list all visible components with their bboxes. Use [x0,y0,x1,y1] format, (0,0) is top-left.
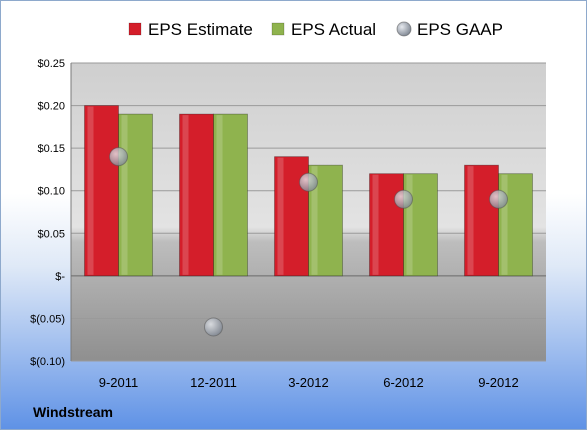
eps-estimate-bar [84,105,119,277]
eps-estimate-bar-highlight [277,157,284,275]
x-tick-label: 3-2012 [288,375,328,390]
x-tick-label: 9-2011 [99,375,139,390]
eps-actual-bar-highlight [216,115,223,275]
eps-estimate-bar-highlight [372,174,379,275]
y-tick-label: $0.25 [37,58,65,70]
eps-gaap-marker [394,189,413,209]
eps-actual-bar-highlight [121,115,128,275]
eps-gaap-legend-label: EPS GAAP [417,20,503,39]
eps-estimate-bar [369,173,404,277]
eps-actual-bar-highlight [311,166,318,275]
legend: EPS Estimate EPS Actual EPS GAAP [128,20,503,39]
eps-estimate-bar-highlight [467,166,474,275]
x-tick-label: 9-2012 [478,375,518,390]
eps-actual-bar [213,113,248,277]
eps-gaap-legend-swatch [396,21,412,37]
y-tick-label: $0.10 [37,186,65,198]
eps-actual-legend-swatch [271,22,285,36]
y-tick-label: $0.05 [37,228,65,240]
x-axis: 9-2011 12-2011 3-2012 6-2012 9-2012 [99,375,519,390]
gaap-markers [109,147,508,337]
y-tick-label: $(0.05) [30,313,65,325]
eps-gaap-marker [204,317,223,337]
y-tick-label: $0.20 [37,101,65,113]
y-tick-label: $(0.10) [30,356,65,368]
company-name: Windstream [33,404,113,420]
eps-actual-bar [403,173,438,277]
eps-gaap-marker [109,147,128,167]
eps-gaap-marker [489,189,508,209]
eps-estimate-bar [464,164,499,277]
eps-actual-bar [498,173,533,277]
eps-estimate-bar-highlight [87,106,94,275]
y-tick-label: $0.15 [37,143,65,155]
eps-actual-bar-highlight [406,174,413,275]
eps-actual-bar-highlight [501,174,508,275]
eps-estimate-bar-highlight [182,115,189,275]
eps-estimate-legend-swatch [128,22,142,36]
bars [84,105,533,277]
eps-gaap-marker [299,172,318,192]
x-tick-label: 12-2011 [190,375,237,390]
eps-actual-bar [118,113,153,277]
eps-actual-legend-label: EPS Actual [291,20,376,39]
eps-estimate-legend-label: EPS Estimate [148,20,253,39]
y-tick-label: $- [55,271,65,283]
x-tick-label: 6-2012 [383,375,423,390]
